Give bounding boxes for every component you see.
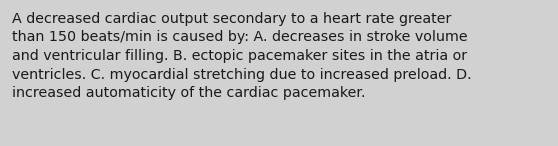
Text: A decreased cardiac output secondary to a heart rate greater
than 150 beats/min : A decreased cardiac output secondary to …: [12, 12, 472, 100]
